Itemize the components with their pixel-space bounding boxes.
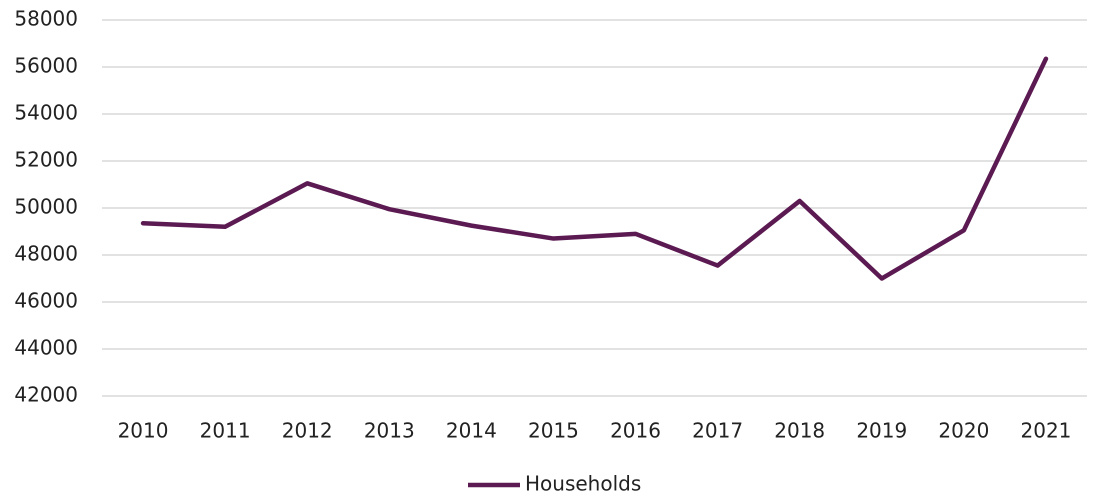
y-tick-label: 54000 [14,101,78,125]
y-tick-label: 48000 [14,242,78,266]
x-tick-label: 2011 [200,419,251,443]
y-tick-label: 50000 [14,195,78,219]
x-tick-label: 2020 [938,419,989,443]
x-tick-label: 2012 [282,419,333,443]
y-tick-label: 52000 [14,148,78,172]
legend-label: Households [525,472,641,496]
y-tick-label: 44000 [14,336,78,360]
y-tick-label: 56000 [14,54,78,78]
x-tick-label: 2013 [364,419,415,443]
x-tick-label: 2014 [446,419,497,443]
y-tick-label: 58000 [14,7,78,31]
series-line [140,56,1049,281]
y-tick-label: 46000 [14,289,78,313]
x-tick-label: 2018 [774,419,825,443]
x-tick-label: 2019 [856,419,907,443]
y-tick-label: 42000 [14,383,78,407]
x-tick-label: 2021 [1021,419,1072,443]
x-tick-label: 2017 [692,419,743,443]
x-tick-label: 2010 [118,419,169,443]
x-tick-label: 2015 [528,419,579,443]
x-tick-label: 2016 [610,419,661,443]
